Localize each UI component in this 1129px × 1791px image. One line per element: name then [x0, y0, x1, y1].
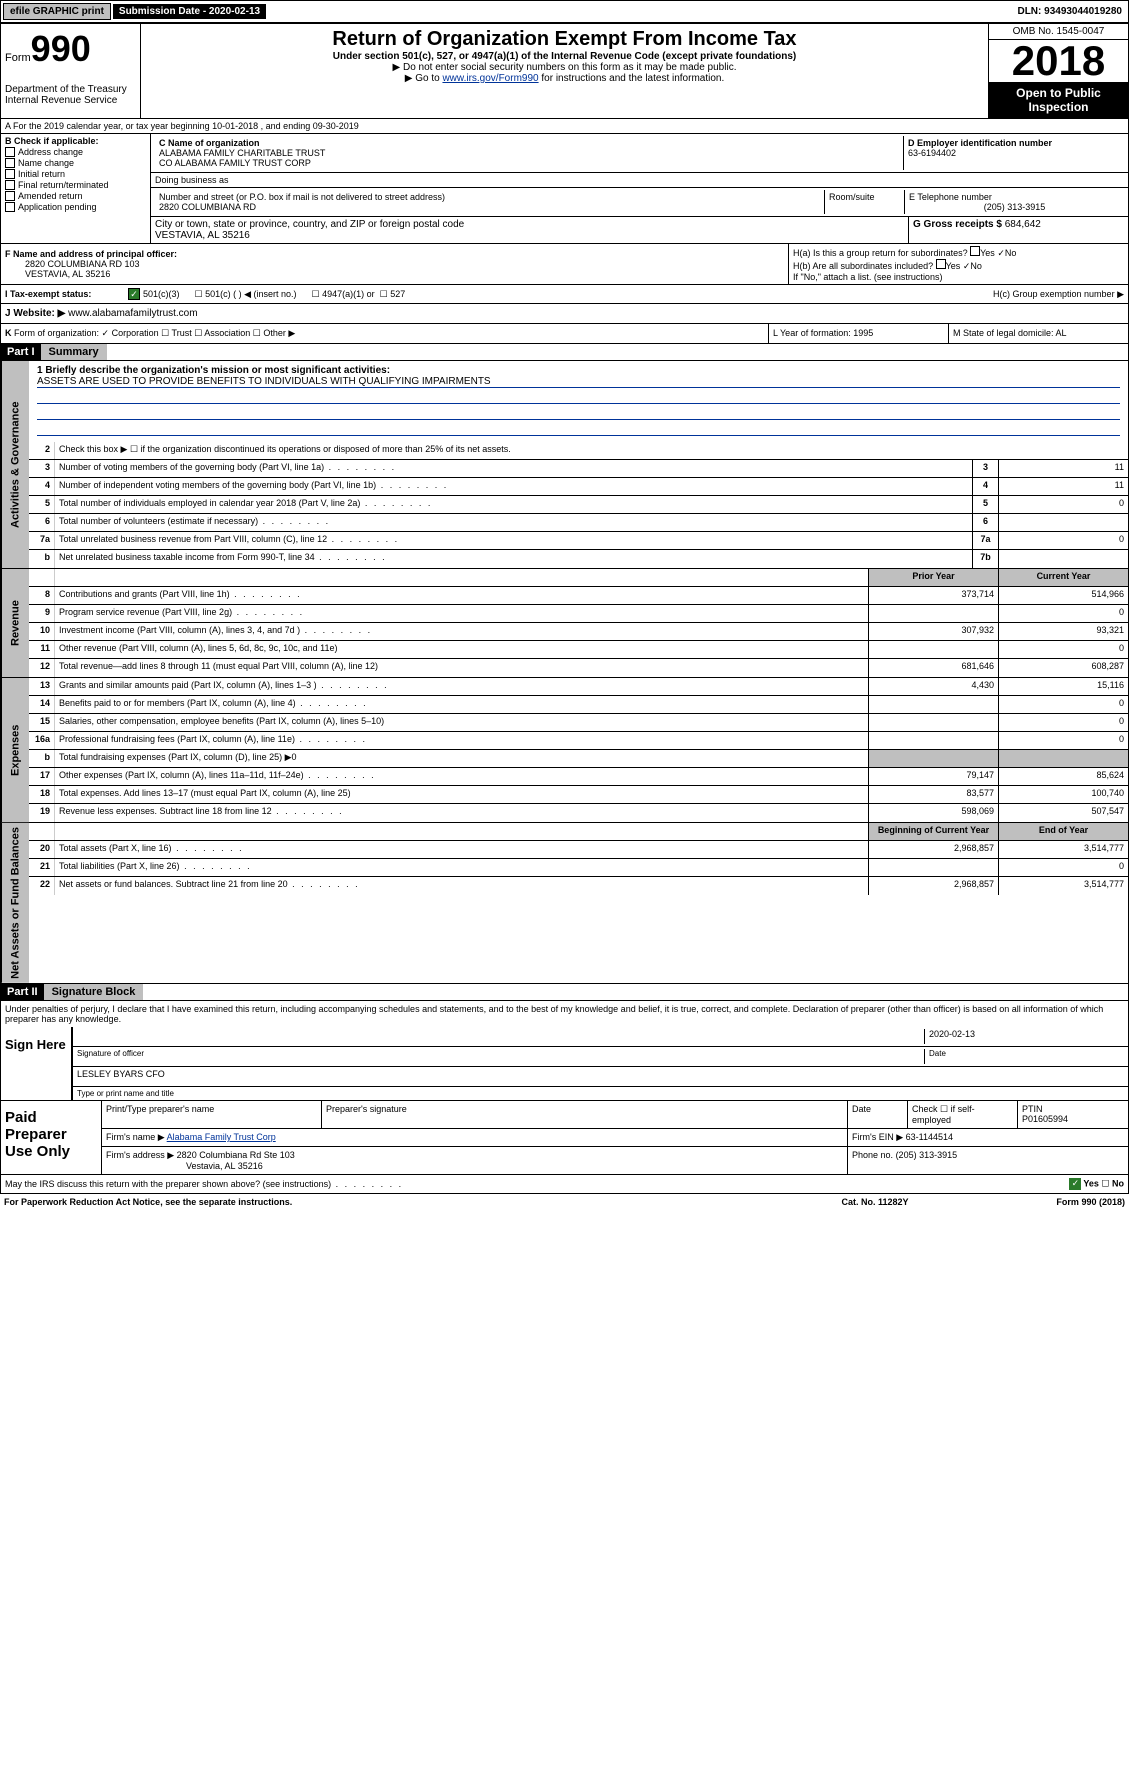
- chk-amended[interactable]: [5, 191, 15, 201]
- chk-discuss-yes[interactable]: ✓: [1069, 1178, 1081, 1190]
- discuss-row: May the IRS discuss this return with the…: [0, 1175, 1129, 1194]
- revenue-section: Revenue Prior YearCurrent Year 8Contribu…: [0, 569, 1129, 678]
- note-link: ▶ Go to www.irs.gov/Form990 for instruct…: [145, 73, 984, 84]
- tax-year: 2018: [989, 40, 1128, 82]
- firm-link[interactable]: Alabama Family Trust Corp: [167, 1132, 276, 1142]
- ein-cell: D Employer identification number 63-6194…: [904, 136, 1124, 170]
- chk-address[interactable]: [5, 147, 15, 157]
- k-cell: K Form of organization: ✓ Corporation ☐ …: [1, 324, 768, 343]
- form-subtitle: Under section 501(c), 527, or 4947(a)(1)…: [145, 51, 984, 62]
- signature-block: Under penalties of perjury, I declare th…: [0, 1001, 1129, 1101]
- m-cell: M State of legal domicile: AL: [948, 324, 1128, 343]
- note-ssn: ▶ Do not enter social security numbers o…: [145, 62, 984, 73]
- room-cell: Room/suite: [824, 190, 904, 214]
- rev-label: Revenue: [1, 569, 29, 677]
- top-bar: efile GRAPHIC print Submission Date - 20…: [0, 0, 1129, 23]
- exp-label: Expenses: [1, 678, 29, 822]
- dln: DLN: 93493044019280: [1011, 4, 1128, 19]
- net-assets-section: Net Assets or Fund Balances Beginning of…: [0, 823, 1129, 984]
- header-right: OMB No. 1545-0047 2018 Open to Public In…: [988, 24, 1128, 118]
- dba-cell: Doing business as: [151, 173, 1128, 188]
- part2-header: Part II Signature Block: [0, 984, 1129, 1001]
- governance-section: Activities & Governance 1 Briefly descri…: [0, 361, 1129, 569]
- form-title: Return of Organization Exempt From Incom…: [145, 28, 984, 51]
- l-cell: L Year of formation: 1995: [768, 324, 948, 343]
- col-b: B Check if applicable: Address change Na…: [1, 134, 151, 243]
- irs-link[interactable]: www.irs.gov/Form990: [442, 73, 538, 84]
- col-c: C Name of organization ALABAMA FAMILY CH…: [151, 134, 1128, 243]
- org-name-cell: C Name of organization ALABAMA FAMILY CH…: [155, 136, 904, 170]
- dept: Department of the Treasury Internal Reve…: [5, 84, 136, 106]
- submission-label: Submission Date - 2020-02-13: [113, 4, 266, 19]
- chk-pending[interactable]: [5, 202, 15, 212]
- form-header: Form 990 Department of the Treasury Inte…: [0, 23, 1129, 119]
- gov-label: Activities & Governance: [1, 361, 29, 568]
- part1-header: Part I Summary: [0, 344, 1129, 361]
- open-public: Open to Public Inspection: [989, 82, 1128, 118]
- form-number: 990: [31, 28, 91, 70]
- chk-name[interactable]: [5, 158, 15, 168]
- phone-cell: E Telephone number (205) 313-3915: [904, 190, 1124, 214]
- row-a: A For the 2019 calendar year, or tax yea…: [0, 119, 1129, 134]
- chk-no-ha[interactable]: ✓: [997, 248, 1005, 258]
- bottom-row: For Paperwork Reduction Act Notice, see …: [0, 1194, 1129, 1210]
- expenses-section: Expenses 13Grants and similar amounts pa…: [0, 678, 1129, 823]
- net-label: Net Assets or Fund Balances: [1, 823, 29, 983]
- addr-cell: Number and street (or P.O. box if mail i…: [155, 190, 824, 214]
- gross-cell: G Gross receipts $ 684,642: [908, 217, 1128, 243]
- website-row: J Website: ▶ www.alabamafamilytrust.com: [0, 304, 1129, 324]
- city-cell: City or town, state or province, country…: [151, 217, 908, 243]
- chk-501c3[interactable]: ✓: [128, 288, 140, 300]
- chk-initial[interactable]: [5, 169, 15, 179]
- k-row: K Form of organization: ✓ Corporation ☐ …: [0, 324, 1129, 344]
- paid-preparer: Paid Preparer Use Only Print/Type prepar…: [0, 1101, 1129, 1175]
- officer-row: F Name and address of principal officer:…: [0, 244, 1129, 285]
- main-box: B Check if applicable: Address change Na…: [0, 134, 1129, 244]
- paid-label: Paid Preparer Use Only: [1, 1101, 101, 1174]
- header-left: Form 990 Department of the Treasury Inte…: [1, 24, 141, 118]
- h-col: H(a) Is this a group return for subordin…: [788, 244, 1128, 284]
- b-title: B Check if applicable:: [5, 136, 146, 146]
- sign-here: Sign Here: [1, 1027, 71, 1100]
- header-center: Return of Organization Exempt From Incom…: [141, 24, 988, 118]
- efile-btn[interactable]: efile GRAPHIC print: [3, 3, 111, 20]
- chk-final[interactable]: [5, 180, 15, 190]
- form-word: Form: [5, 52, 31, 64]
- status-row: I Tax-exempt status: ✓501(c)(3) ☐ 501(c)…: [0, 285, 1129, 304]
